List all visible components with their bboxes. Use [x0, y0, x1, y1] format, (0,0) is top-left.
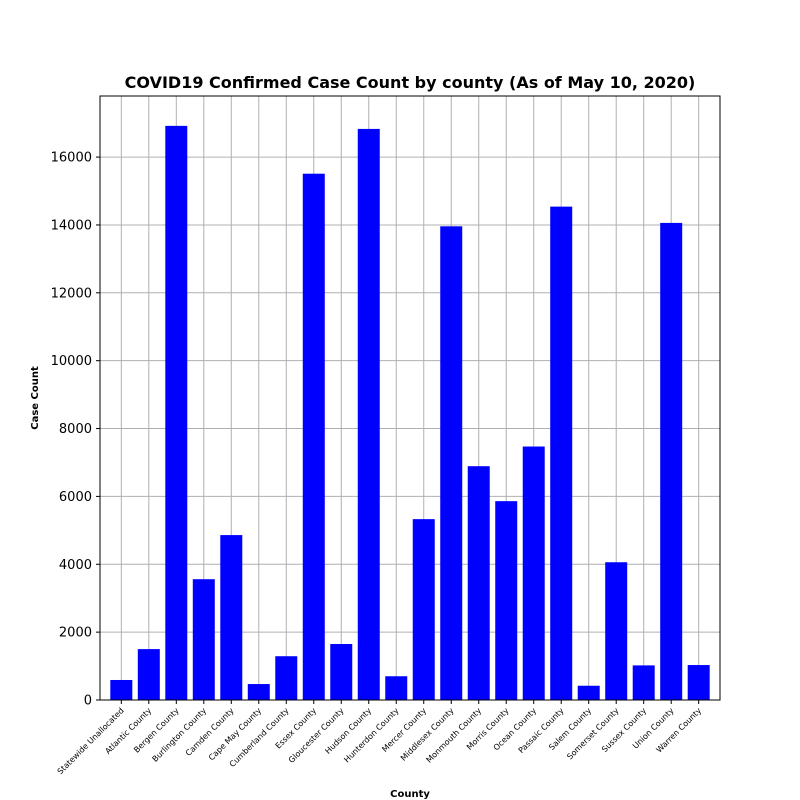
- y-tick-label: 16000: [51, 151, 92, 166]
- bar: [275, 656, 298, 700]
- x-axis-label: County: [390, 789, 430, 800]
- bar: [495, 501, 518, 700]
- bar: [605, 562, 628, 700]
- bar: [660, 222, 683, 700]
- y-tick-label: 0: [84, 694, 92, 709]
- plot-area-frame: [99, 95, 721, 701]
- y-axis-label: Case Count: [30, 366, 41, 430]
- bar: [357, 128, 380, 700]
- bar: [550, 206, 573, 700]
- bar: [632, 665, 655, 700]
- bar: [302, 173, 325, 700]
- bar: [385, 676, 408, 700]
- y-tick-label: 4000: [59, 558, 92, 573]
- y-tick-label: 2000: [59, 626, 92, 641]
- x-tick-label: Camden County: [184, 706, 236, 758]
- bar: [192, 579, 215, 700]
- y-tick-label: 12000: [51, 286, 92, 301]
- bar: [137, 649, 160, 700]
- y-tick-label: 6000: [59, 490, 92, 505]
- bar: [577, 685, 600, 700]
- bar: [467, 466, 490, 700]
- bar: [330, 644, 353, 700]
- bars: [110, 125, 710, 701]
- y-axis-ticks: 0 2000 4000 6000 8000 10000 12000 14000 16000: [51, 151, 100, 709]
- bar: [687, 665, 710, 700]
- bar: [522, 446, 545, 700]
- chart-title: COVID19 Confirmed Case Count by county (…: [125, 73, 696, 92]
- y-tick-label: 10000: [51, 354, 92, 369]
- bar: [110, 679, 133, 700]
- bar: [247, 684, 270, 700]
- bar: [412, 519, 435, 700]
- bar: [165, 125, 188, 701]
- y-tick-label: 14000: [51, 218, 92, 233]
- y-tick-label: 8000: [59, 422, 92, 437]
- bar: [440, 226, 463, 700]
- x-tick-label: Somerset County: [565, 706, 621, 762]
- bar: [220, 535, 243, 700]
